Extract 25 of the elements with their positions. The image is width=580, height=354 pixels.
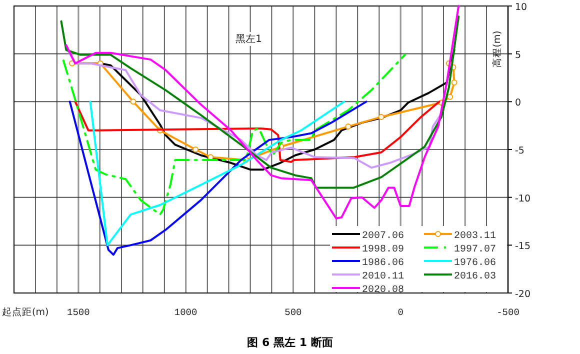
y-tick-label: -5: [515, 146, 524, 156]
legend-label: 1986.06: [362, 258, 404, 269]
x-tick-label: 500: [284, 307, 302, 318]
y-tick-label: 0: [515, 98, 522, 109]
legend-label: 1976.06: [454, 258, 496, 269]
legend-label: 2003.11: [454, 231, 496, 242]
legend-label: 1997.07: [454, 244, 496, 256]
x-tick-label: 1000: [174, 307, 198, 318]
legend-label: 2007.06: [362, 231, 404, 242]
y-tick-label: -10: [515, 193, 531, 204]
y-axis-title: 高程(m): [491, 30, 503, 68]
annotation: 黑左1: [235, 33, 262, 45]
legend-label: 2016.03: [454, 272, 496, 282]
legend-label: 2010.11: [362, 272, 404, 282]
y-tick-label: 10: [515, 2, 528, 13]
y-tick-label: -15: [515, 241, 531, 252]
x-tick-label: 1500: [67, 307, 90, 318]
y-tick-label: 5: [515, 50, 522, 61]
text: 图 6 黑左 1 断面: [247, 336, 333, 349]
legend-label: 1998.09: [362, 244, 404, 256]
x-tick-label: -500: [496, 307, 520, 318]
legend-label: 2020.08: [362, 285, 404, 296]
x-axis-title: 起点距(m): [2, 306, 49, 318]
x-tick-label: 0: [398, 307, 404, 318]
y-tick-label: -20: [515, 289, 531, 300]
